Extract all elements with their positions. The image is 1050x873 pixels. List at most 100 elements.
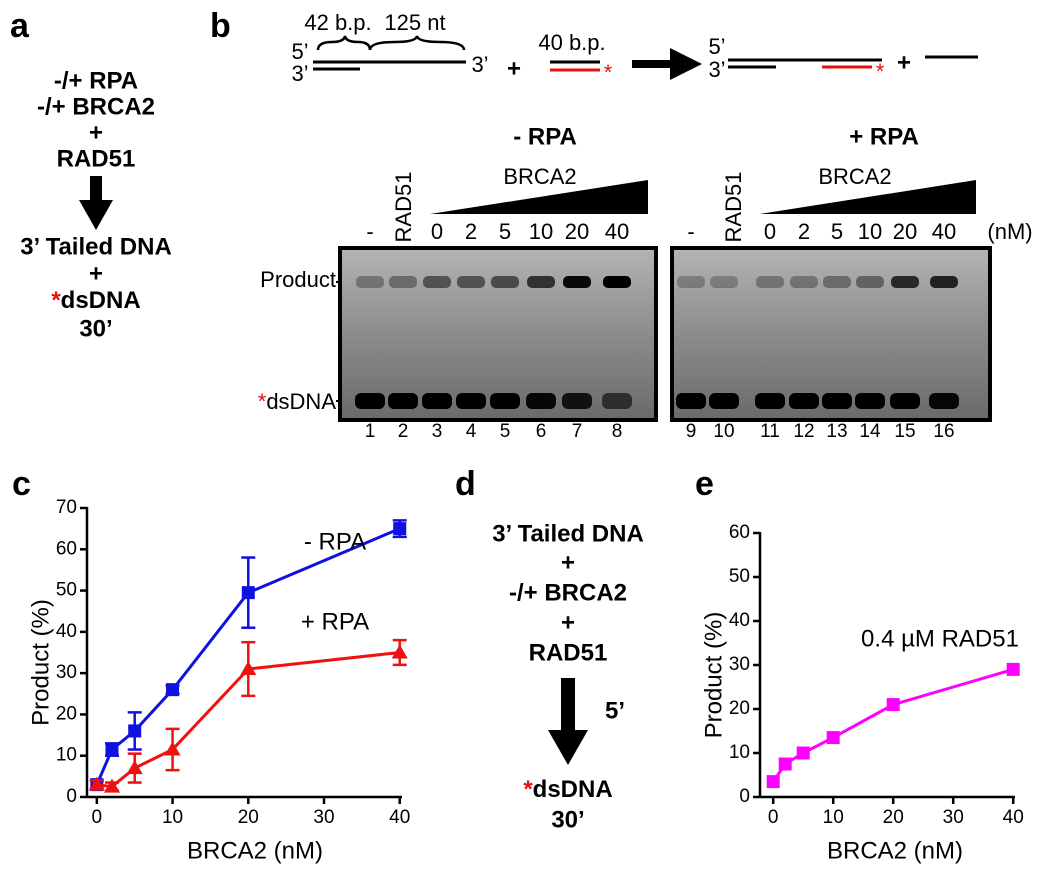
step-text: RAD51 (57, 145, 136, 172)
step-text: 5’ (605, 697, 625, 724)
band (490, 393, 520, 409)
marker (826, 731, 840, 745)
band (929, 393, 959, 409)
band (356, 276, 384, 288)
marker (778, 757, 792, 771)
marker (1006, 662, 1020, 676)
lane-number: 14 (859, 421, 881, 442)
length-label: 42 b.p. (304, 10, 371, 35)
y-tick-label: 70 (56, 497, 77, 518)
end-label: 3’ (708, 57, 725, 82)
lane-label: BRCA2 (818, 164, 891, 189)
lane-number: 3 (432, 421, 443, 442)
lane-label: BRCA2 (503, 164, 576, 189)
step-text: -/+ BRCA2 (509, 579, 627, 606)
panel-letter: a (10, 7, 30, 45)
panel-letter: c (12, 465, 31, 503)
lane-number: 15 (894, 421, 915, 442)
band (527, 276, 555, 288)
marker (164, 741, 181, 756)
band (423, 276, 451, 288)
band (422, 393, 452, 409)
marker (393, 522, 407, 536)
band (756, 276, 784, 288)
band (789, 393, 819, 409)
asterisk: * (523, 776, 533, 803)
end-label: 3’ (291, 61, 308, 86)
band (891, 276, 919, 288)
end-label: 3’ (471, 52, 488, 77)
concentration-label: 40 (932, 219, 956, 244)
y-tick-label: 30 (56, 662, 77, 683)
x-axis-label: BRCA2 (nM) (187, 837, 323, 864)
step-text: RAD51 (529, 639, 608, 666)
lane-number: 1 (365, 421, 376, 442)
asterisk: * (604, 60, 613, 85)
step-text: -/+ RPA (54, 67, 138, 94)
x-tick-label: 10 (823, 807, 844, 828)
y-tick-label: 50 (729, 566, 750, 587)
lane-number: 7 (572, 421, 583, 442)
y-axis-label: Product (%) (700, 612, 727, 739)
y-axis-label: Product (%) (27, 599, 54, 726)
band-label: *dsDNA (258, 389, 337, 414)
annotation: 0.4 µM RAD51 (861, 625, 1019, 652)
dsdna: dsDNA (266, 389, 336, 414)
concentration-label: 2 (798, 219, 810, 244)
band (457, 276, 485, 288)
plus: + (897, 49, 911, 76)
band (526, 393, 556, 409)
length-label: 125 nt (384, 10, 445, 35)
band (562, 393, 592, 409)
marker (166, 683, 180, 697)
series-label: + RPA (301, 608, 369, 635)
step-text: + (561, 609, 575, 636)
concentration-label: 20 (893, 219, 917, 244)
y-tick-label: 60 (729, 522, 750, 543)
x-tick-label: 10 (162, 807, 183, 828)
band (710, 276, 738, 288)
asterisk: * (258, 389, 267, 414)
lane-number: 12 (793, 421, 814, 442)
brace (316, 35, 372, 51)
x-tick-label: 0 (768, 807, 779, 828)
marker (766, 775, 780, 789)
band (822, 393, 852, 409)
band (930, 276, 958, 288)
end-label: 5’ (291, 39, 308, 64)
step-text: 30’ (79, 315, 112, 342)
step-text: *dsDNA (523, 776, 612, 803)
arrow (79, 176, 113, 230)
lane-label: RAD51 (391, 172, 416, 243)
concentration-label: 5 (831, 219, 843, 244)
band (388, 393, 418, 409)
band (890, 393, 920, 409)
panel-letter: e (695, 465, 714, 503)
dsdna: dsDNA (533, 776, 613, 803)
lane-number: 9 (686, 421, 697, 442)
concentration-label: 2 (465, 219, 477, 244)
y-tick-label: 60 (56, 538, 77, 559)
concentration-label: 10 (858, 219, 882, 244)
concentration-label: 20 (565, 219, 589, 244)
band (856, 276, 884, 288)
lane-number: 6 (536, 421, 547, 442)
x-tick-label: 30 (943, 807, 964, 828)
marker (796, 746, 810, 760)
band (855, 393, 885, 409)
panel-b-scheme: b 42 b.p. 125 nt 5’ 3’ 3’ + 40 b.p. * 5’… (210, 7, 978, 86)
y-tick-label: 40 (729, 610, 750, 631)
arrow (632, 48, 702, 80)
gel-header: + RPA (849, 123, 919, 150)
x-tick-label: 0 (92, 807, 103, 828)
marker (128, 724, 142, 738)
y-tick-label: 40 (56, 621, 77, 642)
marker (126, 760, 143, 775)
y-tick-label: 50 (56, 580, 77, 601)
band (755, 393, 785, 409)
y-tick-label: 10 (56, 745, 77, 766)
band (676, 393, 706, 409)
marker (241, 586, 255, 600)
gradient-wedge (760, 180, 976, 214)
series-label: - RPA (304, 528, 366, 555)
